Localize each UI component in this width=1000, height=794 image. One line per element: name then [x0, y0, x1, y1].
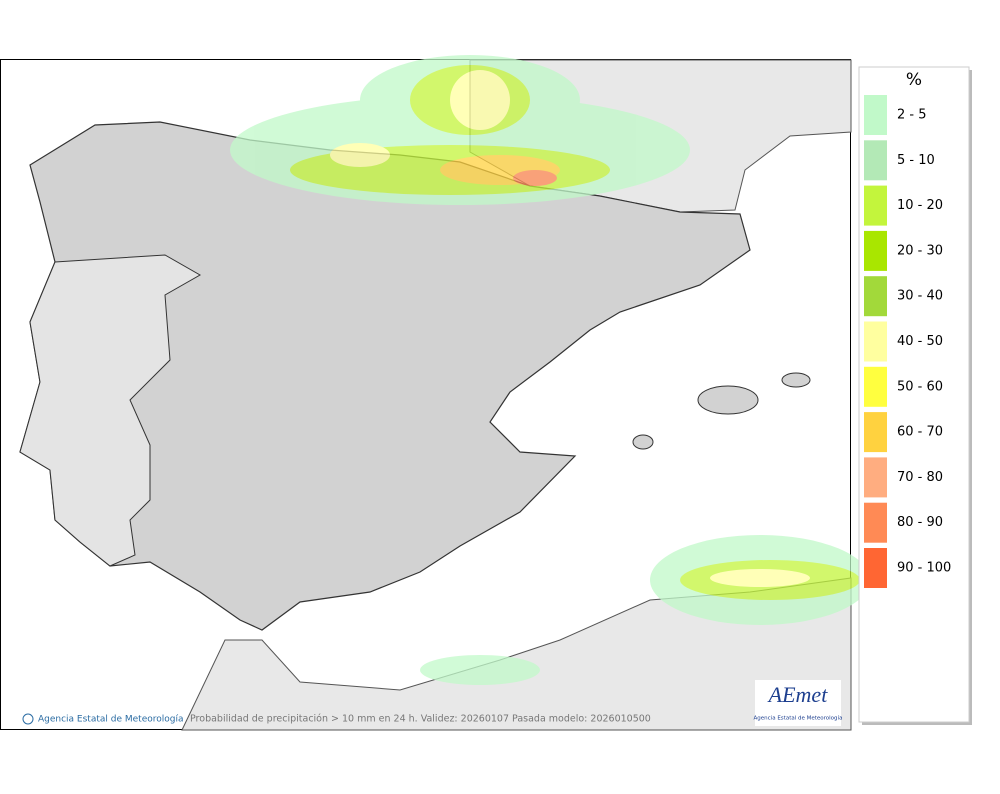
- legend-label: 80 - 90: [897, 515, 943, 530]
- legend-label: 70 - 80: [897, 470, 943, 485]
- legend-label: 10 - 20: [897, 198, 943, 213]
- credit: Agencia Estatal de Meteorología: [38, 715, 184, 725]
- legend-swatch: [864, 276, 887, 317]
- legend-swatch: [864, 502, 887, 543]
- legend-swatch: [864, 412, 887, 453]
- precipitation-field: [230, 55, 870, 685]
- island: [632, 434, 654, 450]
- legend-label: 60 - 70: [897, 425, 943, 440]
- legend-title: %: [906, 70, 922, 90]
- legend-swatch: [864, 230, 887, 271]
- logo-subtitle: Agencia Estatal de Meteorología: [754, 715, 843, 722]
- legend-swatch: [864, 185, 887, 226]
- precip-area: [420, 655, 540, 685]
- legend-swatch: [864, 457, 887, 498]
- legend-swatch: [864, 95, 887, 135]
- caption: Probabilidad de precipitación > 10 mm en…: [190, 714, 651, 725]
- legend: % 2 - 5 5 - 10 10 - 20 20 - 30 30 - 40 40 - 5…: [858, 66, 972, 725]
- legend-label: 20 - 30: [897, 243, 943, 258]
- precip-area: [710, 569, 810, 587]
- legend-swatch: [864, 321, 887, 362]
- legend-label: 50 - 60: [897, 379, 943, 394]
- island: [697, 385, 759, 415]
- copyright-icon: [22, 713, 34, 725]
- island: [781, 372, 811, 388]
- legend-label: 2 - 5: [897, 108, 927, 123]
- precip-area: [330, 143, 390, 167]
- legend-swatch: [864, 140, 887, 181]
- map: Agencia Estatal de Meteorología Probabil…: [0, 55, 870, 731]
- logo-box: [755, 680, 841, 726]
- precip-area: [450, 70, 510, 130]
- legend-swatch: [864, 548, 887, 588]
- legend-label: 30 - 40: [897, 289, 943, 304]
- legend-label: 90 - 100: [897, 561, 951, 576]
- logo: AEmet Agencia Estatal de Meteorología: [754, 680, 843, 726]
- legend-swatch: [864, 366, 887, 407]
- precip-area: [513, 170, 557, 186]
- logo-name: AEmet: [767, 682, 829, 707]
- portugal-land: [19, 254, 202, 567]
- legend-label: 5 - 10: [897, 153, 935, 168]
- legend-label: 40 - 50: [897, 334, 943, 349]
